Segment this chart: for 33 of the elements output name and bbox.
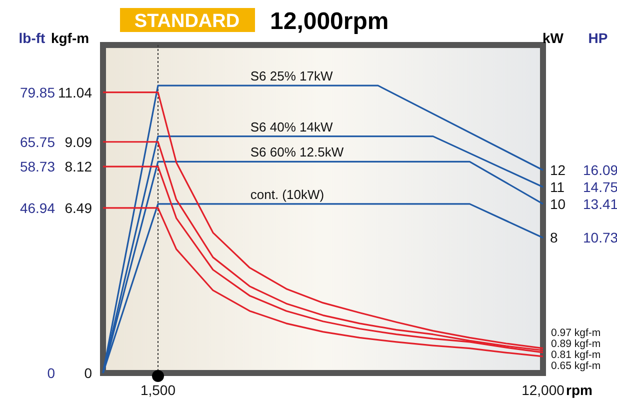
y-tick-label: 6.49 [64, 200, 92, 216]
y2-tick-label: 11 [550, 179, 565, 196]
chart-subtitle: STANDARD [134, 11, 240, 32]
y3-tick-label: 46.94 [20, 200, 56, 216]
series-label: S6 40% 14kW [250, 119, 334, 134]
y-tick-label: 0 [84, 365, 92, 381]
y2-axis-title: kW [542, 30, 564, 46]
y-tick-label: 8.12 [64, 158, 92, 175]
text: 13.41 [583, 196, 617, 212]
series-label: S6 60% 12.5kW [250, 144, 344, 160]
y3-tick-label: 65.75 [20, 134, 56, 150]
y2-tick-label: 10 [550, 196, 566, 212]
x-axis-title: rpm [566, 382, 592, 398]
y-axis-title: kgf-m [50, 30, 90, 46]
y-tick-label: 9.09 [64, 134, 92, 150]
x-tick-label: 12,000 [522, 382, 565, 398]
text: HP [588, 30, 608, 46]
text: 0.89 kgf-m [551, 338, 601, 350]
y2-tick-label: 8 [550, 230, 558, 246]
x-tick-label: 1,500 [140, 382, 176, 398]
text: 0.81 kgf-m [551, 349, 601, 361]
series-label: S6 25% 17kW [250, 68, 334, 84]
y3-tick-label: 58.73 [20, 158, 56, 175]
text: 0.65 kgf-m [551, 360, 601, 372]
y3-tick-label: 0 [47, 365, 56, 381]
text: 0.97 kgf-m [551, 327, 601, 339]
y3-tick-label: 79.85 [20, 84, 56, 100]
y2-tick-label: 12 [550, 162, 566, 178]
text: 16.09 [583, 162, 617, 178]
chart-title: 12,000rpm [270, 8, 389, 35]
series-label: cont. (10kW) [250, 186, 324, 202]
y3-axis-title: lb-ft [18, 30, 46, 46]
y-tick-label: 11.04 [58, 84, 92, 100]
